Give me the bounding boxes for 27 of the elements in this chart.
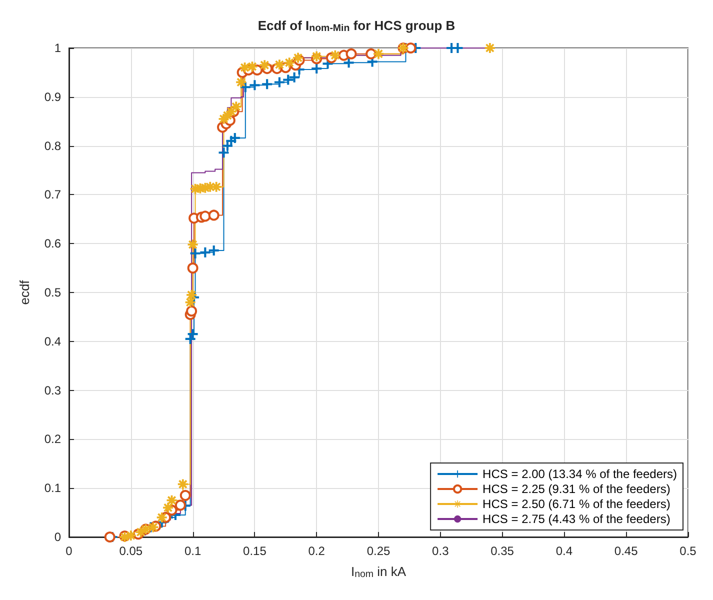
x-tick-label: 0.45 — [614, 544, 638, 558]
y-tick-label: 0.8 — [44, 138, 62, 153]
y-tick-label: 0 — [54, 530, 62, 544]
y-tick-label: 0.9 — [44, 90, 62, 104]
x-tick-label: 0.15 — [243, 544, 267, 558]
legend-label: HCS = 2.25 (9.31 % of the feeders) — [482, 482, 670, 496]
legend-label: HCS = 2.50 (6.71 % of the feeders) — [482, 497, 670, 511]
x-tick-label: 0.1 — [184, 544, 202, 558]
x-tick-label: 0.05 — [119, 544, 143, 558]
x-tick-label: 0.25 — [366, 544, 390, 558]
y-axis-title: ecdf — [17, 280, 32, 305]
x-tick-label: 0.4 — [556, 544, 573, 558]
y-tick-label: 0.2 — [44, 432, 62, 446]
x-tick-label: 0.3 — [432, 544, 450, 558]
y-tick-label: 0.6 — [44, 236, 62, 251]
y-tick-label: 0.5 — [44, 286, 62, 300]
x-tick-label: 0.35 — [490, 544, 514, 558]
x-tick-label: 0.2 — [308, 544, 326, 558]
x-tick-label: 0.5 — [680, 544, 697, 558]
x-tick-label: 0 — [66, 544, 73, 558]
y-tick-label: 0.4 — [44, 334, 62, 348]
legend-label: HCS = 2.75 (4.43 % of the feeders) — [482, 512, 670, 526]
legend-label: HCS = 2.00 (13.34 % of the feeders) — [482, 467, 678, 481]
y-tick-label: 0.3 — [44, 383, 62, 398]
y-tick-label: 1 — [54, 41, 62, 55]
y-tick-label: 0.1 — [44, 481, 62, 496]
y-tick-label: 0.7 — [44, 188, 62, 202]
